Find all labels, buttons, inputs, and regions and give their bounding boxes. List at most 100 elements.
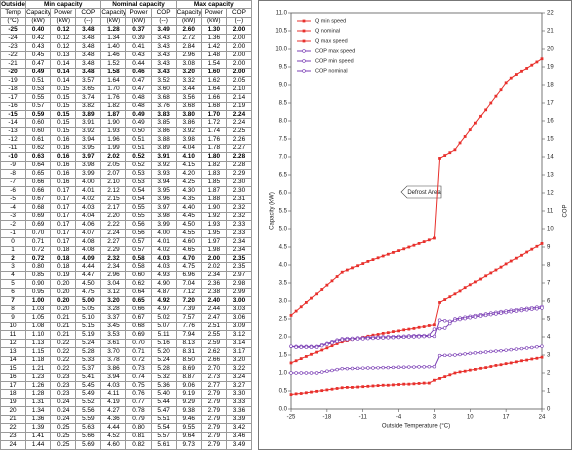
table-cell: 3.48 [75, 67, 102, 78]
data-point [371, 258, 375, 261]
table-cell: 1 [0, 245, 27, 255]
table-cell: 3.57 [75, 76, 102, 86]
table-cell: 4.50 [75, 279, 102, 289]
table-cell: 4.00 [150, 228, 177, 239]
data-point [484, 108, 488, 112]
table-row: 15 1.21 0.22 5.37 3.86 0.73 5.28 8.69 2.70 3.22 [0, 364, 253, 374]
table-cell: 1.96 [100, 135, 127, 145]
table-cell: 3.00 [225, 296, 253, 306]
table-cell: -12 [0, 135, 27, 145]
table-cell: 1.39 [25, 423, 52, 433]
header-cell: COP [75, 8, 102, 18]
table-cell: 1.87 [100, 109, 127, 120]
table-cell: 1.15 [25, 347, 52, 357]
data-point [535, 345, 539, 349]
data-point [483, 313, 488, 318]
table-cell: 2.02 [100, 152, 127, 162]
table-cell: 2.79 [200, 440, 227, 450]
table-cell: 2.97 [225, 270, 253, 281]
table-cell: 0.14 [50, 67, 77, 78]
table-row: 24 1.44 0.25 5.69 4.60 0.82 5.61 9.73 2.79 3.49 [0, 440, 253, 450]
data-point [494, 349, 498, 353]
table-cell: 3.22 [225, 364, 253, 374]
table-cell: 7.57 [175, 313, 202, 323]
table-cell: 2.55 [200, 330, 227, 340]
table-cell: 4.07 [75, 228, 102, 239]
table-cell: 3.32 [175, 76, 202, 86]
data-point [310, 390, 313, 394]
table-cell: 9.06 [175, 380, 202, 391]
table-cell: 0.64 [125, 287, 152, 298]
table-cell: 10 [0, 321, 27, 332]
table-cell: 0.68 [25, 203, 52, 213]
table-cell: 5.45 [75, 380, 102, 391]
table-cell: 1.90 [100, 118, 127, 128]
table-cell: 1.88 [200, 194, 227, 205]
table-cell: 0 [0, 237, 27, 247]
header-cell: Temp [0, 8, 27, 18]
table-cell: 2.98 [225, 279, 253, 289]
table-row: -22 0.45 0.13 3.48 1.46 0.43 3.43 2.96 1.48 2.00 [0, 50, 253, 61]
table-cell: 0.40 [25, 25, 52, 35]
table-cell: 0.16 [50, 177, 77, 188]
data-point [474, 280, 477, 284]
table-cell: 2.30 [225, 186, 253, 196]
table-cell: -20 [0, 67, 27, 78]
data-point [453, 318, 457, 323]
table-cell: 0.17 [50, 228, 77, 239]
data-point [325, 388, 329, 392]
data-point [361, 262, 365, 265]
table-cell: 5.41 [75, 372, 102, 383]
table-cell: 3.97 [150, 203, 177, 213]
table-cell: 0.76 [125, 389, 152, 399]
table-cell: 2.40 [200, 296, 227, 306]
x-tick-label: -4 [396, 415, 402, 421]
table-cell: 5.54 [150, 423, 177, 433]
y2-tick-label: 15 [547, 137, 554, 143]
data-point [325, 342, 329, 346]
data-point [524, 346, 529, 350]
table-cell: 2.34 [225, 245, 253, 255]
header-cell: COP [225, 8, 253, 18]
table-cell: 2.22 [100, 220, 127, 230]
data-point [530, 357, 534, 361]
data-point [396, 335, 401, 340]
table-cell: 2.17 [100, 203, 127, 213]
header-cell: COP [150, 8, 177, 18]
table-cell: 4.08 [75, 237, 102, 247]
table-cell: 3.83 [150, 109, 177, 120]
y-tick-label: 1.5 [279, 353, 288, 359]
table-cell: 0.85 [25, 270, 52, 281]
table-cell: 0.70 [125, 338, 152, 349]
data-point [412, 365, 416, 369]
table-cell: 0.13 [50, 50, 77, 61]
table-cell: 0.80 [125, 423, 152, 433]
table-cell: 1.00 [25, 296, 52, 306]
table-cell: 3.42 [225, 423, 253, 433]
data-point [530, 63, 534, 67]
table-cell: 2.20 [100, 211, 127, 222]
table-cell: 4.55 [175, 228, 202, 239]
table-cell: 0.23 [50, 389, 77, 399]
table-cell: 3.95 [150, 186, 177, 196]
data-point [309, 371, 314, 375]
table-cell: 0.61 [25, 135, 52, 145]
table-cell: 2.00 [225, 50, 253, 61]
table-cell: 0.71 [25, 237, 52, 247]
table-cell: 1.93 [200, 220, 227, 230]
x-tick-label: 24 [539, 415, 546, 421]
data-point [330, 279, 334, 283]
table-cell: 2.79 [200, 431, 227, 442]
table-cell: 3.24 [225, 372, 253, 383]
table-cell: 0.17 [50, 211, 77, 222]
table-cell: 3.48 [75, 50, 102, 61]
table-cell: 1.98 [200, 245, 227, 255]
data-point [381, 365, 385, 370]
data-point [458, 317, 462, 322]
table-cell: 0.69 [25, 211, 52, 222]
table-cell: 3.03 [225, 304, 253, 315]
data-point [427, 324, 431, 327]
table-cell: 0.17 [50, 194, 77, 205]
table-cell: 2.00 [200, 253, 227, 264]
table-row: -1 0.70 0.17 4.07 2.24 0.56 4.00 4.55 1.95 2.33 [0, 228, 253, 239]
